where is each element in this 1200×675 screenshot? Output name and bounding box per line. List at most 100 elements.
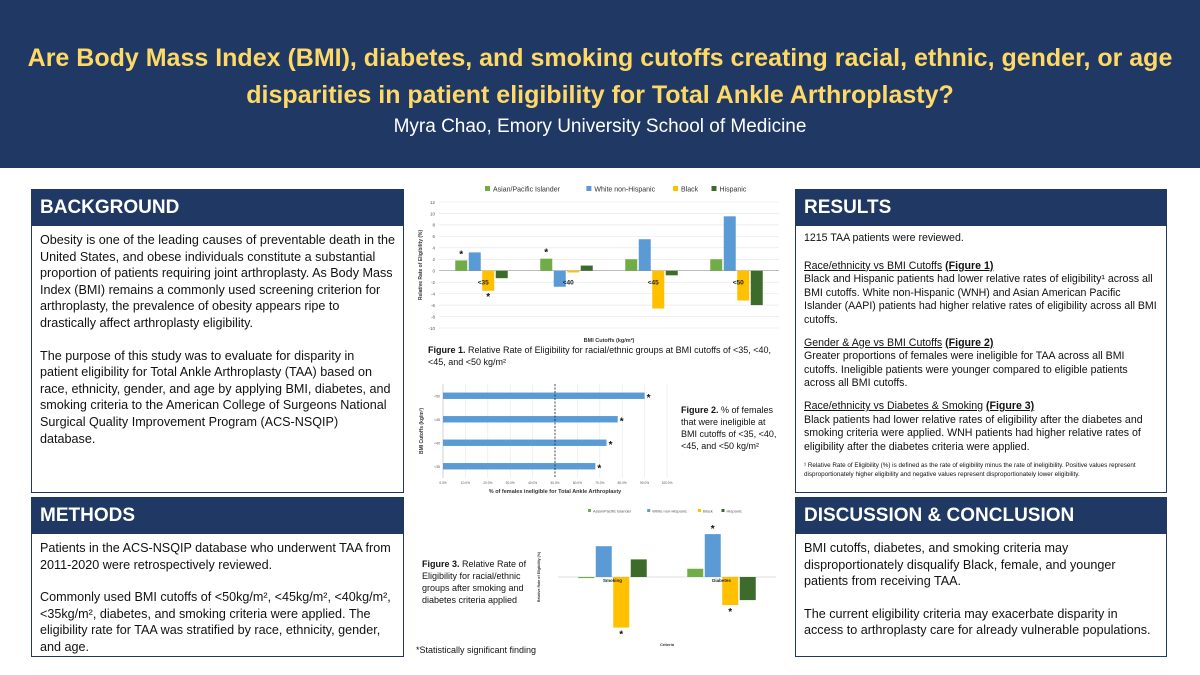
y-tick-label: 6 <box>432 234 435 239</box>
y-tick-label: -10 <box>428 326 435 331</box>
discussion-panel: DISCUSSION & CONCLUSION BMI cutoffs, dia… <box>795 497 1167 657</box>
significance-marker: * <box>544 248 548 259</box>
bar-45-asian-pacific-islander <box>625 259 638 271</box>
legend-label-hispanic: Hispanic <box>720 187 747 194</box>
legend-label-white-non-hispanic: White non-Hispanic <box>594 187 655 194</box>
discussion-paragraph-2: The current eligibility criteria may exa… <box>804 606 1151 638</box>
bar-smoking-black <box>613 577 630 628</box>
significance-marker: * <box>647 393 651 404</box>
legend-swatch-black <box>698 509 701 512</box>
poster-title: Are Body Mass Index (BMI), diabetes, and… <box>27 44 1173 109</box>
bar-50-hispanic <box>750 270 763 306</box>
results-section-3-text: Black patients had lower relative rates … <box>804 413 1143 453</box>
bar-35-hispanic <box>495 270 508 279</box>
bar-diabetes-asian-pacific-islander <box>687 568 704 577</box>
figure-3-text: Relative Rate of Eligibility for racial/… <box>422 559 527 605</box>
results-section-2-title: Gender & Age vs BMI Cutoffs <box>804 336 943 349</box>
bar-35 <box>443 463 596 470</box>
results-panel: RESULTS 1215 TAA patients were reviewed.… <box>795 189 1167 493</box>
x-tick-label-smoking: Smoking <box>603 578 622 583</box>
x-tick-label: 60.0% <box>573 481 582 485</box>
background-paragraph-1: Obesity is one of the leading causes of … <box>40 233 395 330</box>
methods-paragraph-2: Commonly used BMI cutoffs of <50kg/m², <… <box>40 590 391 654</box>
x-tick-label: 20.0% <box>483 481 492 485</box>
figure-3-chart: Asian/Pacific Islander White non-Hispanic… <box>537 508 776 647</box>
bar-40-hispanic <box>580 265 593 271</box>
bar-50-black <box>737 270 750 301</box>
legend-swatch-asian-pacific-islander <box>485 186 490 191</box>
bar-45-hispanic <box>665 270 678 276</box>
legend-swatch-white-non-hispanic <box>586 186 592 191</box>
methods-panel: METHODS Patients in the ACS-NSQIP databa… <box>31 497 404 657</box>
y-tick-label: 8 <box>432 223 435 228</box>
significance-note: *Statistically significant finding <box>416 645 537 655</box>
y-tick-label: 4 <box>432 246 435 251</box>
bar-45-black <box>652 270 665 309</box>
y-tick-label: -6 <box>431 303 435 308</box>
results-heading: RESULTS <box>796 190 1166 226</box>
y-tick-label: 0 <box>432 269 435 274</box>
x-tick-label: 40.0% <box>528 481 537 485</box>
x-tick-label: 30.0% <box>506 481 515 485</box>
y-tick-label: 12 <box>430 200 436 205</box>
figure-2-label: Figure 2. <box>681 405 719 415</box>
results-section-2-text: Greater proportions of females were inel… <box>804 350 1128 390</box>
figure-3-label: Figure 3. <box>422 559 460 569</box>
bar-40-black <box>567 270 580 273</box>
y-axis-label: BMI Cutoffs (kg/m²) <box>419 408 425 454</box>
x-tick-label: 90.0% <box>640 481 649 485</box>
results-section-1-text: Black and Hispanic patients had lower re… <box>804 273 1157 326</box>
legend-label-black: Black <box>681 187 699 194</box>
y-tick-label: 10 <box>430 211 436 216</box>
bar-40-asian-pacific-islander <box>540 258 553 271</box>
bar-diabetes-black <box>722 577 739 606</box>
y-tick-label: -8 <box>431 314 435 319</box>
results-section-1-title: Race/ethnicity vs BMI Cutoffs <box>804 259 943 272</box>
x-tick-label: 70.0% <box>595 481 604 485</box>
x-tick-label-40: <40 <box>563 280 574 287</box>
bar-50-asian-pacific-islander <box>710 259 723 271</box>
significance-marker: * <box>597 463 601 474</box>
legend-label-black: Black <box>703 508 713 513</box>
y-tick-label: 2 <box>432 257 435 262</box>
figure-3-caption: Figure 3. Relative Rate of Eligibility f… <box>422 558 530 606</box>
significance-marker: * <box>459 249 463 260</box>
results-section-3-title: Race/ethnicity vs Diabetes & Smoking <box>804 399 983 412</box>
y-tick-label-35: <35 <box>434 465 440 469</box>
results-section-1-figure-ref: (Figure 1) <box>945 259 994 272</box>
y-axis-label: Relative Rate of Eligibility (%) <box>418 230 424 301</box>
background-paragraph-2: The purpose of this study was to evaluat… <box>40 348 391 446</box>
bar-smoking-white-non-hispanic <box>595 546 612 577</box>
bar-45-white-non-hispanic <box>638 239 651 271</box>
legend-swatch-asian-pacific-islander <box>588 509 591 512</box>
significance-marker: * <box>728 607 732 618</box>
poster-author: Myra Chao, Emory University School of Me… <box>393 116 807 137</box>
bar-45 <box>443 416 618 423</box>
significance-marker: * <box>609 440 613 451</box>
figure-1-caption: Figure 1. Relative Rate of Eligibility f… <box>428 344 780 368</box>
y-tick-label: -4 <box>431 291 435 296</box>
x-tick-label: 10.0% <box>461 481 470 485</box>
bar-smoking-asian-pacific-islander <box>578 577 595 579</box>
legend-swatch-hispanic <box>711 186 717 191</box>
bar-40-white-non-hispanic <box>553 270 566 287</box>
x-axis-label: Criteria <box>660 642 675 647</box>
background-heading: BACKGROUND <box>32 190 403 226</box>
results-footnote: ¹ Relative Rate of Eligibility (%) is de… <box>804 462 1136 479</box>
x-tick-label-35: <35 <box>478 280 489 287</box>
figure-1-label: Figure 1. <box>428 345 466 355</box>
x-axis-label: BMI Cutoffs (kg/m²) <box>584 337 635 344</box>
figure-1-text: Relative Rate of Eligibility for racial/… <box>428 345 772 367</box>
legend-label-white-non-hispanic: White non-Hispanic <box>652 508 687 513</box>
bar-50 <box>443 392 645 399</box>
significance-marker: * <box>620 416 624 427</box>
legend-swatch-black <box>673 186 678 191</box>
y-tick-label-40: <40 <box>434 441 440 445</box>
poster-header: Are Body Mass Index (BMI), diabetes, and… <box>0 0 1200 168</box>
background-panel: BACKGROUND Obesity is one of the leading… <box>31 189 404 493</box>
significance-marker: * <box>486 292 490 303</box>
y-tick-label: -2 <box>431 280 435 285</box>
figure-2-chart: 0.0% 10.0% 20.0% 30.0% 40.0% 50.0% 60.0% 70.0% 8… <box>419 384 673 495</box>
legend-label-asian-pacific-islander: Asian/Pacific Islander <box>493 187 561 194</box>
x-tick-label-45: <45 <box>648 280 659 287</box>
